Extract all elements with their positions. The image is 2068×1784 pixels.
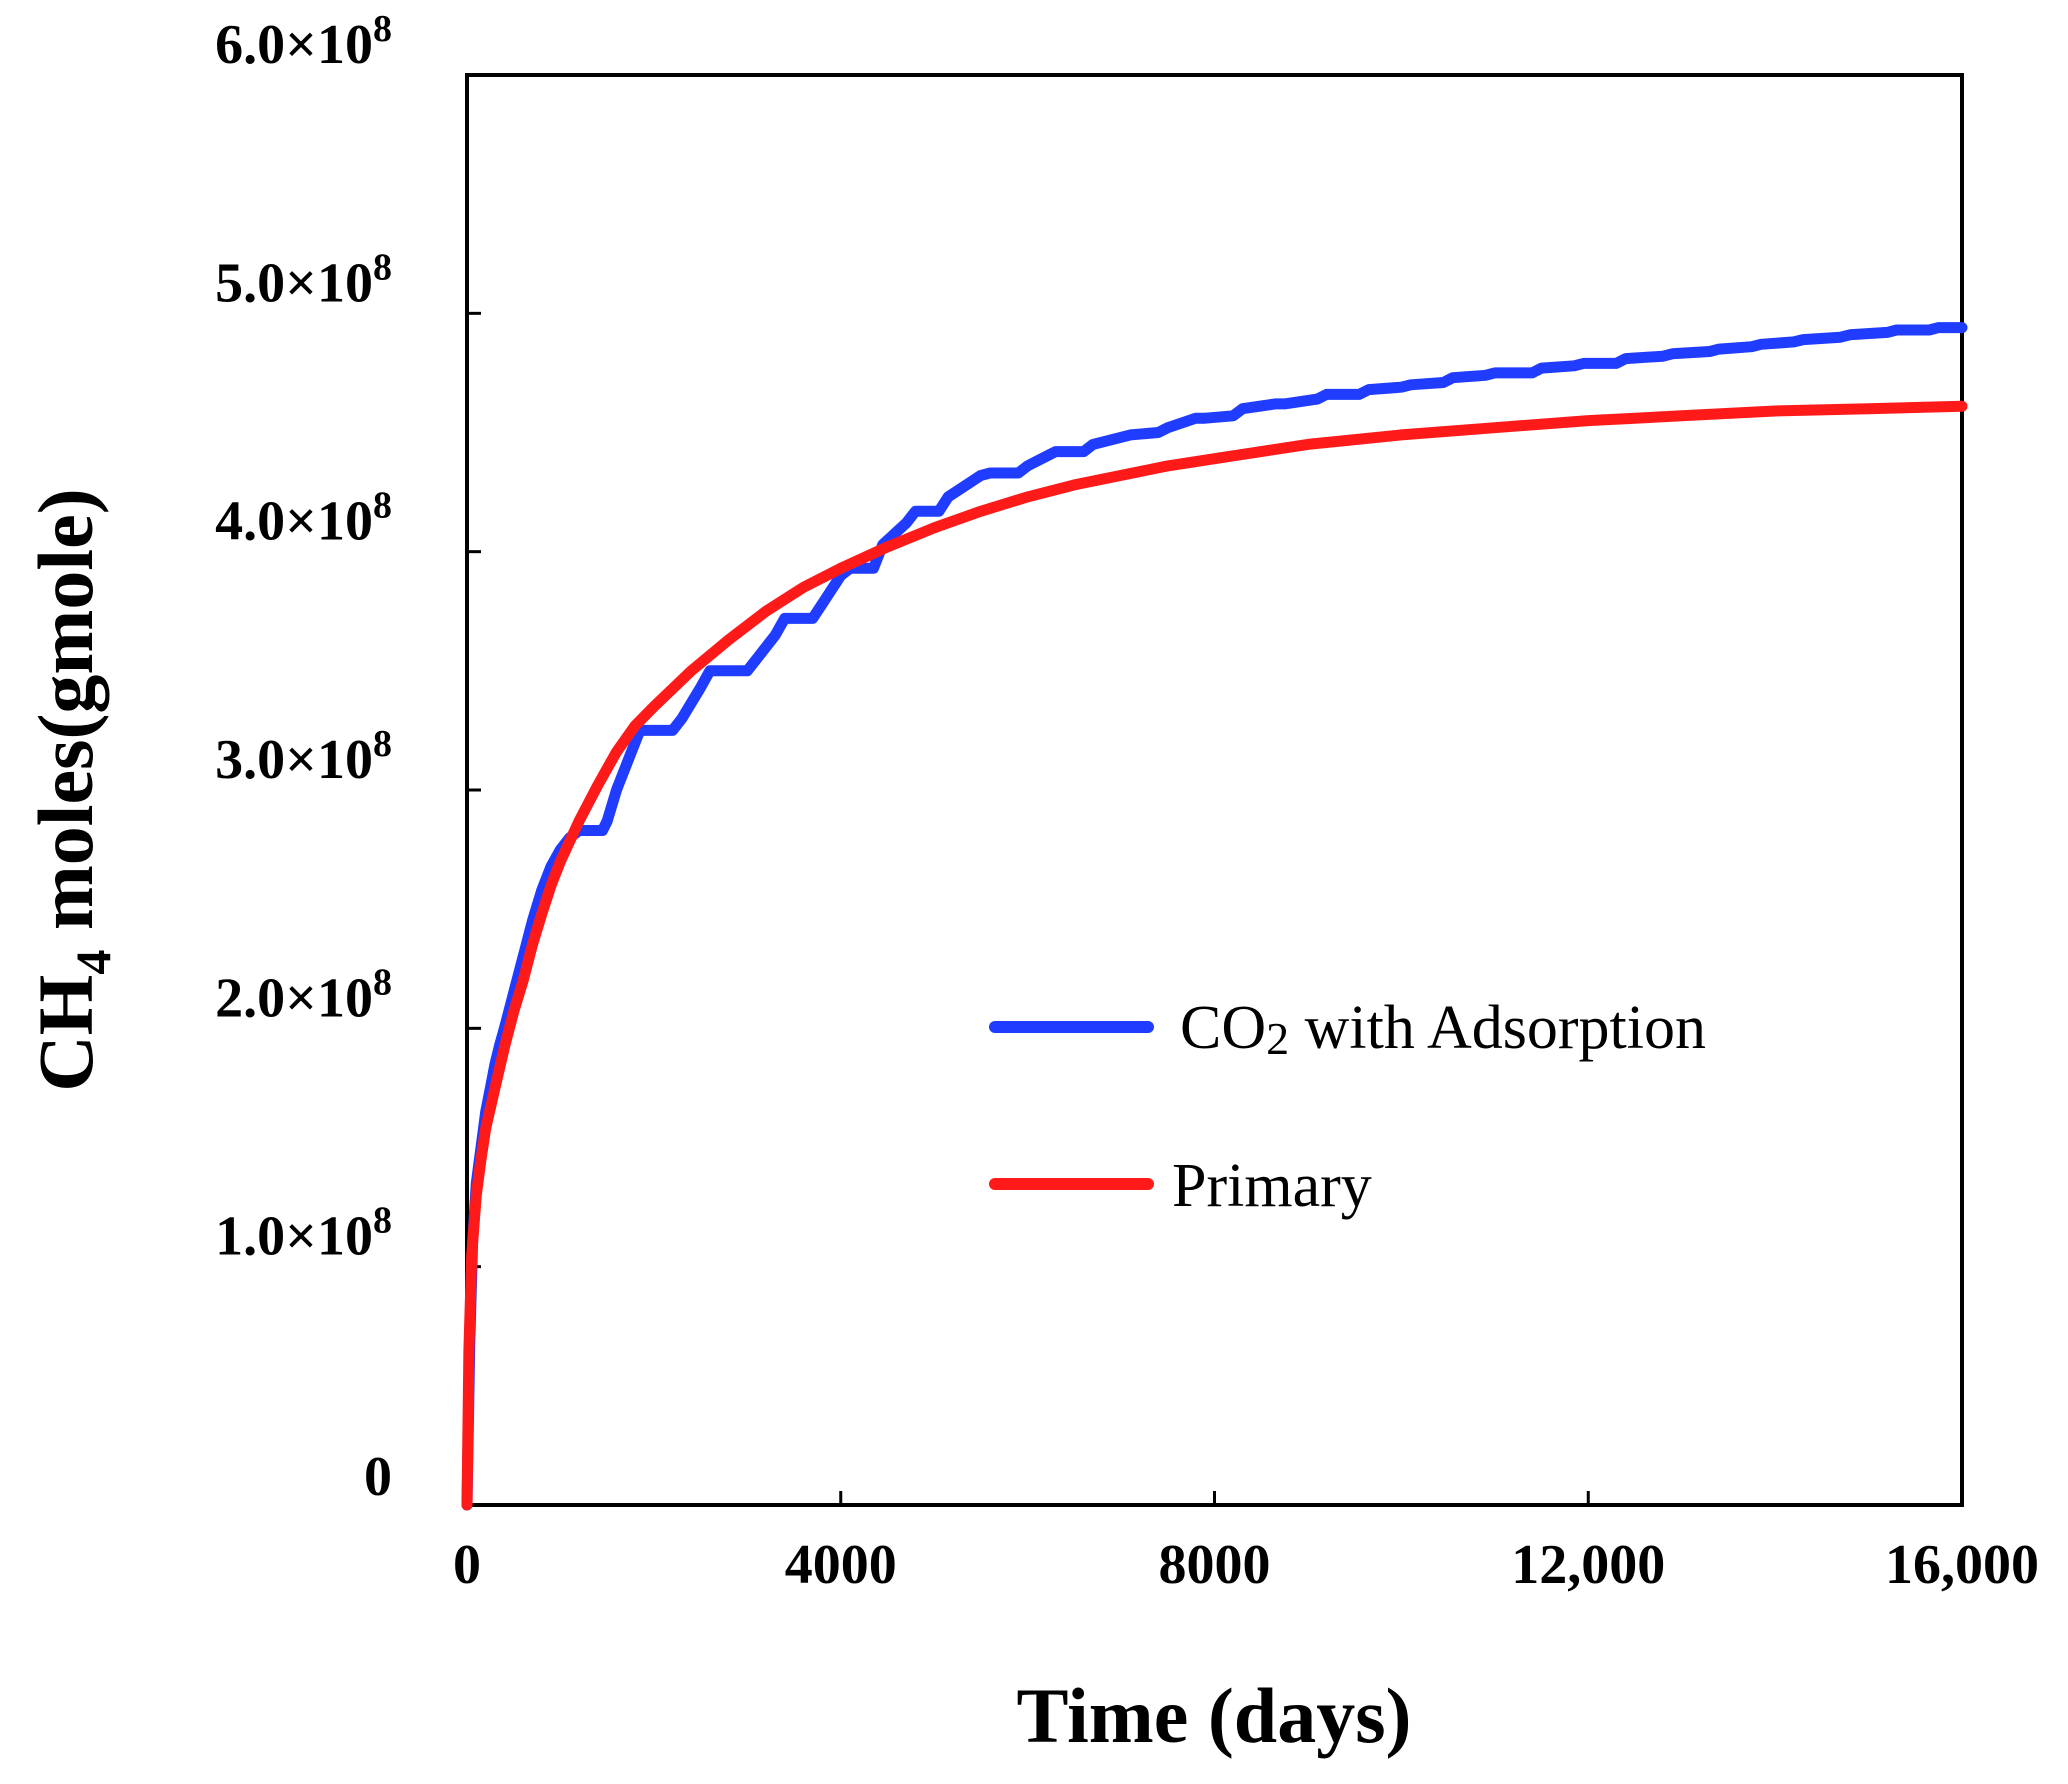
legend-label-primary: Primary (1172, 1152, 1372, 1220)
y-tick-label: 6.0×108 (215, 8, 392, 76)
x-axis-title: Time (days) (1016, 1672, 1411, 1759)
legend-co2-rest: with Adsorption (1289, 994, 1706, 1062)
y-axis-title-subscript: 4 (65, 950, 121, 975)
series-line-co2-with-adsorption (461, 322, 1968, 1511)
y-axis-title: CH4 moles(gmole) (22, 488, 121, 1091)
x-tick-label: 16,000 (1885, 1534, 2039, 1596)
legend-co2-main: CO (1180, 994, 1266, 1062)
series-line-primary (461, 400, 1968, 1511)
y-axis-title-rest: moles(gmole) (22, 488, 109, 949)
legend-label-co2-with-adsorption: CO2 with Adsorption (1180, 994, 1706, 1064)
y-axis-title-main: CH (22, 975, 109, 1092)
y-tick-label: 1.0×108 (215, 1200, 392, 1268)
y-tick-label: 5.0×108 (215, 246, 392, 314)
x-tick-label: 8000 (1159, 1534, 1271, 1596)
x-tick-label: 12,000 (1511, 1534, 1665, 1596)
legend-co2-subscript: 2 (1266, 1013, 1289, 1064)
y-tick-label: 0 (364, 1446, 392, 1508)
ticks: 0 4000 8000 12,000 16,000 0 1.0×108 2.0×108 3.0×… (215, 8, 2039, 1596)
plot-frame (465, 73, 1964, 1507)
x-tick-label: 0 (453, 1534, 481, 1596)
svg-text:CH4 moles(gmole): CH4 moles(gmole) (22, 488, 121, 1091)
y-tick-label: 4.0×108 (215, 485, 392, 553)
series (461, 322, 1968, 1511)
legend: CO2 with Adsorption Primary (989, 994, 1706, 1220)
y-tick-label: 3.0×108 (215, 723, 392, 791)
y-tick-label: 2.0×108 (215, 961, 392, 1029)
x-tick-label: 4000 (785, 1534, 897, 1596)
